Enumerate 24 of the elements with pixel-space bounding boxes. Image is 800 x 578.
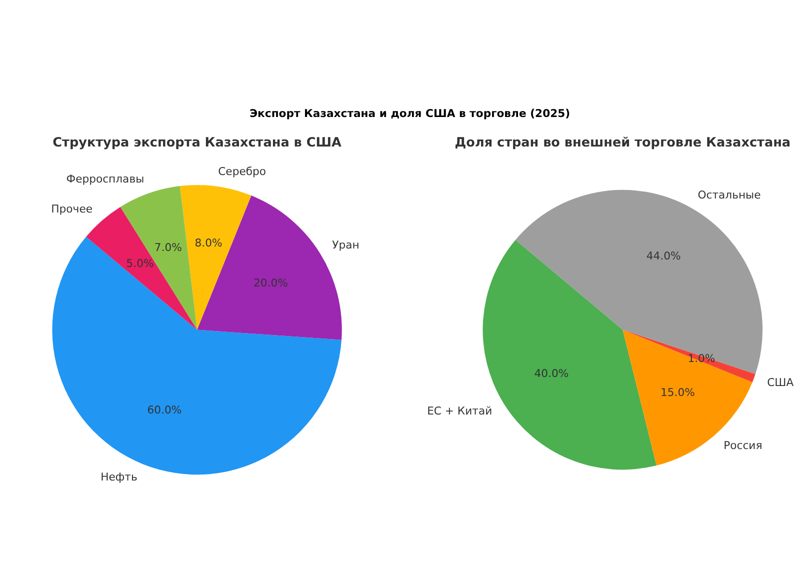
slice-label: Уран [332,238,360,252]
data-label: 8.0% [194,236,222,250]
slice-label: Россия [724,438,762,452]
data-label: 15.0% [660,386,695,400]
text: Экспорт Казахстана и доля США в торговле (2025) [250,107,570,120]
data-label: 5.0% [126,257,154,270]
data-label: 44.0% [646,249,681,262]
chart-title: Доля стран во внешней торговле Казахстана [454,136,791,151]
slice-label: США [767,376,794,389]
pie-slice [120,186,198,330]
slice-label: Нефть [100,470,138,484]
data-label: 1.0% [688,352,716,365]
data-label: 60.0% [147,403,182,416]
slice-label: ЕС + Китай [427,404,492,418]
slice-label: Ферросплавы [66,172,144,186]
pie-slice [622,330,756,382]
slice-label: Остальные [698,188,762,202]
pie-slice [180,184,252,330]
data-label: 20.0% [254,276,288,290]
data-label: 7.0% [154,240,182,254]
data-label: 40.0% [534,367,569,380]
chart-title: Структура экспорта Казахстана в США [52,136,342,151]
slice-label: Прочее [51,202,93,216]
slice-label: Серебро [218,164,266,178]
